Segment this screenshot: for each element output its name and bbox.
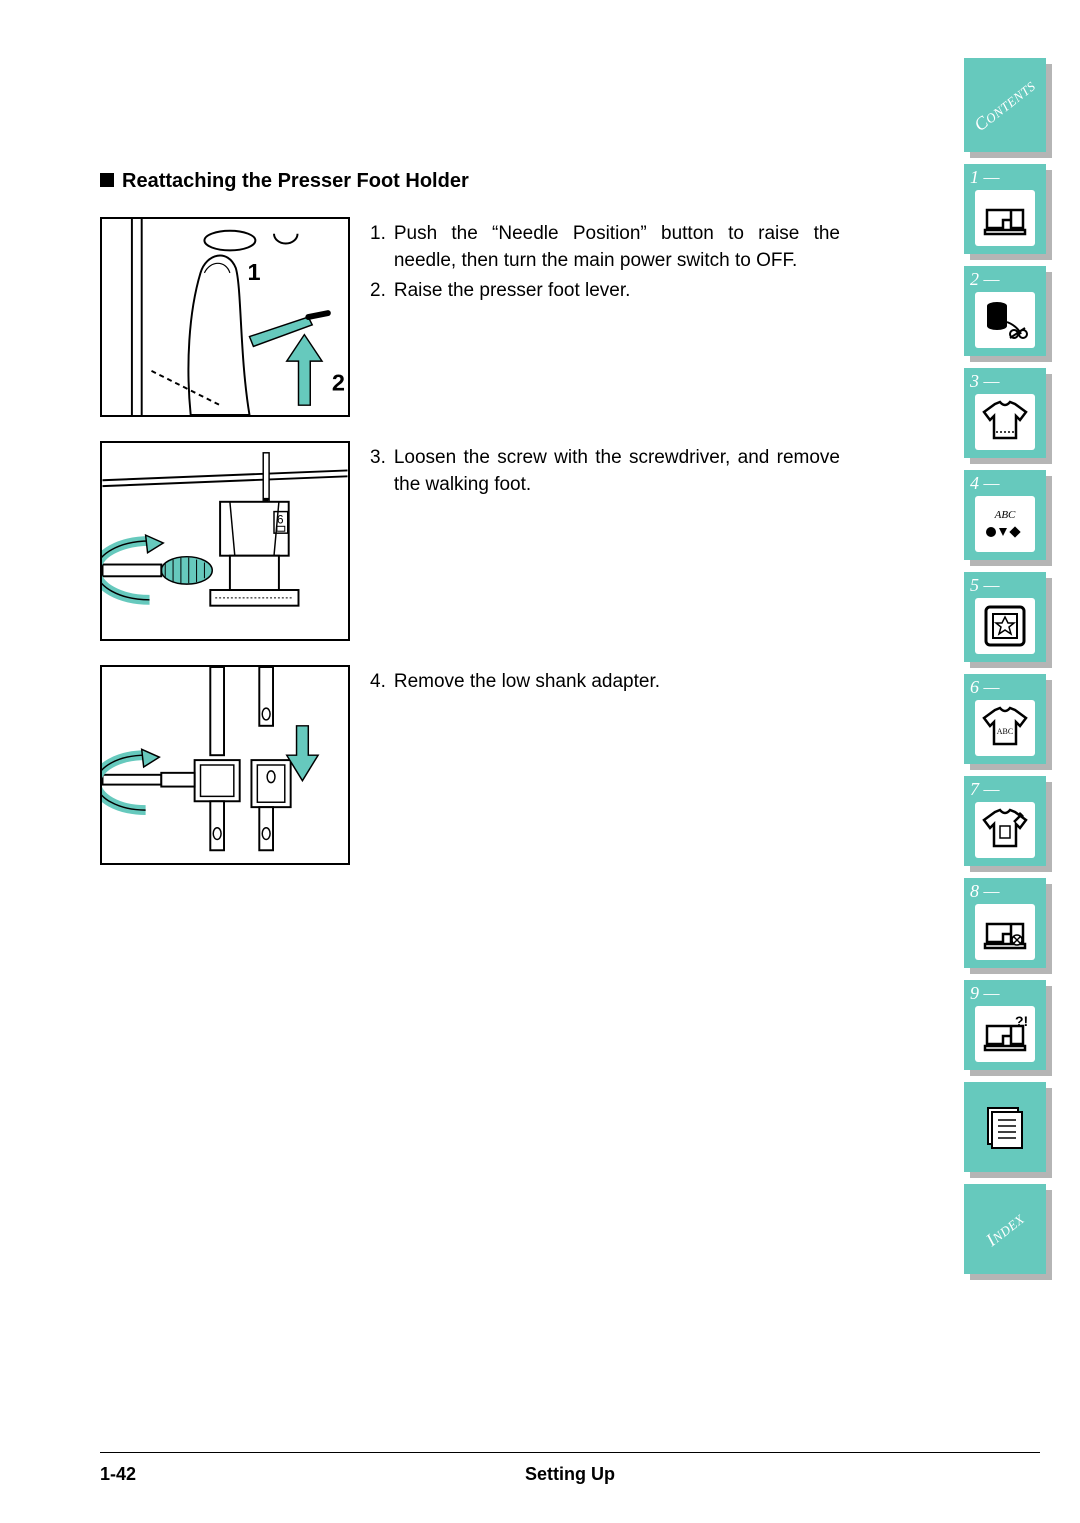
svg-text:ABC: ABC xyxy=(994,509,1016,521)
step-text-block-2: 3. Loosen the screw with the screwdriver… xyxy=(370,441,840,502)
step-text-block-1: 1. Push the “Needle Position” button to … xyxy=(370,217,840,309)
footer: 1-42 Setting Up xyxy=(100,1464,1040,1485)
tab-3[interactable]: 3 — xyxy=(964,368,1052,464)
tab-4-num: 4 — xyxy=(970,473,1000,494)
shirt-abc-icon: ABC xyxy=(975,700,1035,756)
step-row-1: 1 2 1. Push the “Needle Position” button… xyxy=(100,217,840,417)
frame-icon xyxy=(975,598,1035,654)
step-4: 4. Remove the low shank adapter. xyxy=(370,669,840,696)
shirt-edit-icon xyxy=(975,802,1035,858)
abc-icon: ABC xyxy=(975,496,1035,552)
step-1-num: 1. xyxy=(370,221,386,274)
illustration-1: 1 2 xyxy=(100,217,350,417)
chapter-name: Setting Up xyxy=(525,1464,615,1485)
tab-contents[interactable]: Contents xyxy=(964,58,1052,158)
step-1-text: Push the “Needle Position” button to rai… xyxy=(394,221,840,274)
page-number: 1-42 xyxy=(100,1464,136,1485)
machine-icon xyxy=(975,190,1035,246)
tab-8-num: 8 — xyxy=(970,881,1000,902)
step-text-block-3: 4. Remove the low shank adapter. xyxy=(370,665,840,700)
tab-6[interactable]: 6 — ABC xyxy=(964,674,1052,770)
tab-3-num: 3 — xyxy=(970,371,1000,392)
svg-text:?!: ?! xyxy=(1015,1014,1028,1029)
pages-icon xyxy=(978,1100,1032,1154)
tab-4[interactable]: 4 — ABC xyxy=(964,470,1052,566)
step-2-num: 2. xyxy=(370,278,386,305)
illustration-3 xyxy=(100,665,350,865)
sidebar-tabs: Contents 1 — 2 — xyxy=(964,58,1060,1280)
fig1-label-1: 1 xyxy=(248,259,261,285)
fig1-label-2: 2 xyxy=(332,370,345,396)
tab-9[interactable]: 9 — ?! xyxy=(964,980,1052,1076)
step-row-2: 6 xyxy=(100,441,840,641)
footer-spacer xyxy=(1035,1464,1040,1485)
thread-icon xyxy=(975,292,1035,348)
page: Reattaching the Presser Foot Holder xyxy=(0,0,1080,1523)
step-3-text: Loosen the screw with the screwdriver, a… xyxy=(394,445,840,498)
step-3-num: 3. xyxy=(370,445,386,498)
content-area: Reattaching the Presser Foot Holder xyxy=(100,170,840,889)
step-1: 1. Push the “Needle Position” button to … xyxy=(370,221,840,274)
shirt-icon xyxy=(975,394,1035,450)
section-title-text: Reattaching the Presser Foot Holder xyxy=(122,170,469,192)
step-2-text: Raise the presser foot lever. xyxy=(394,278,840,305)
step-3: 3. Loosen the screw with the screwdriver… xyxy=(370,445,840,498)
tab-2[interactable]: 2 — xyxy=(964,266,1052,362)
tab-6-num: 6 — xyxy=(970,677,1000,698)
tab-5-num: 5 — xyxy=(970,575,1000,596)
tab-pages[interactable] xyxy=(964,1082,1052,1178)
section-title: Reattaching the Presser Foot Holder xyxy=(100,170,840,193)
tab-7[interactable]: 7 — xyxy=(964,776,1052,872)
footer-rule xyxy=(100,1452,1040,1453)
machine-settings-icon xyxy=(975,904,1035,960)
tab-1[interactable]: 1 — xyxy=(964,164,1052,260)
tab-2-num: 2 — xyxy=(970,269,1000,290)
illustration-2: 6 xyxy=(100,441,350,641)
tab-9-num: 9 — xyxy=(970,983,1000,1004)
contents-label: Contents xyxy=(970,75,1039,136)
step-row-3: 4. Remove the low shank adapter. xyxy=(100,665,840,865)
square-bullet-icon xyxy=(100,173,114,187)
tab-7-num: 7 — xyxy=(970,779,1000,800)
step-4-text: Remove the low shank adapter. xyxy=(394,669,840,696)
tab-1-num: 1 — xyxy=(970,167,1000,188)
step-4-num: 4. xyxy=(370,669,386,696)
index-label: Index xyxy=(982,1208,1028,1251)
tab-5[interactable]: 5 — xyxy=(964,572,1052,668)
machine-help-icon: ?! xyxy=(975,1006,1035,1062)
svg-text:ABC: ABC xyxy=(997,727,1013,736)
step-2: 2. Raise the presser foot lever. xyxy=(370,278,840,305)
tab-index[interactable]: Index xyxy=(964,1184,1052,1280)
tab-8[interactable]: 8 — xyxy=(964,878,1052,974)
